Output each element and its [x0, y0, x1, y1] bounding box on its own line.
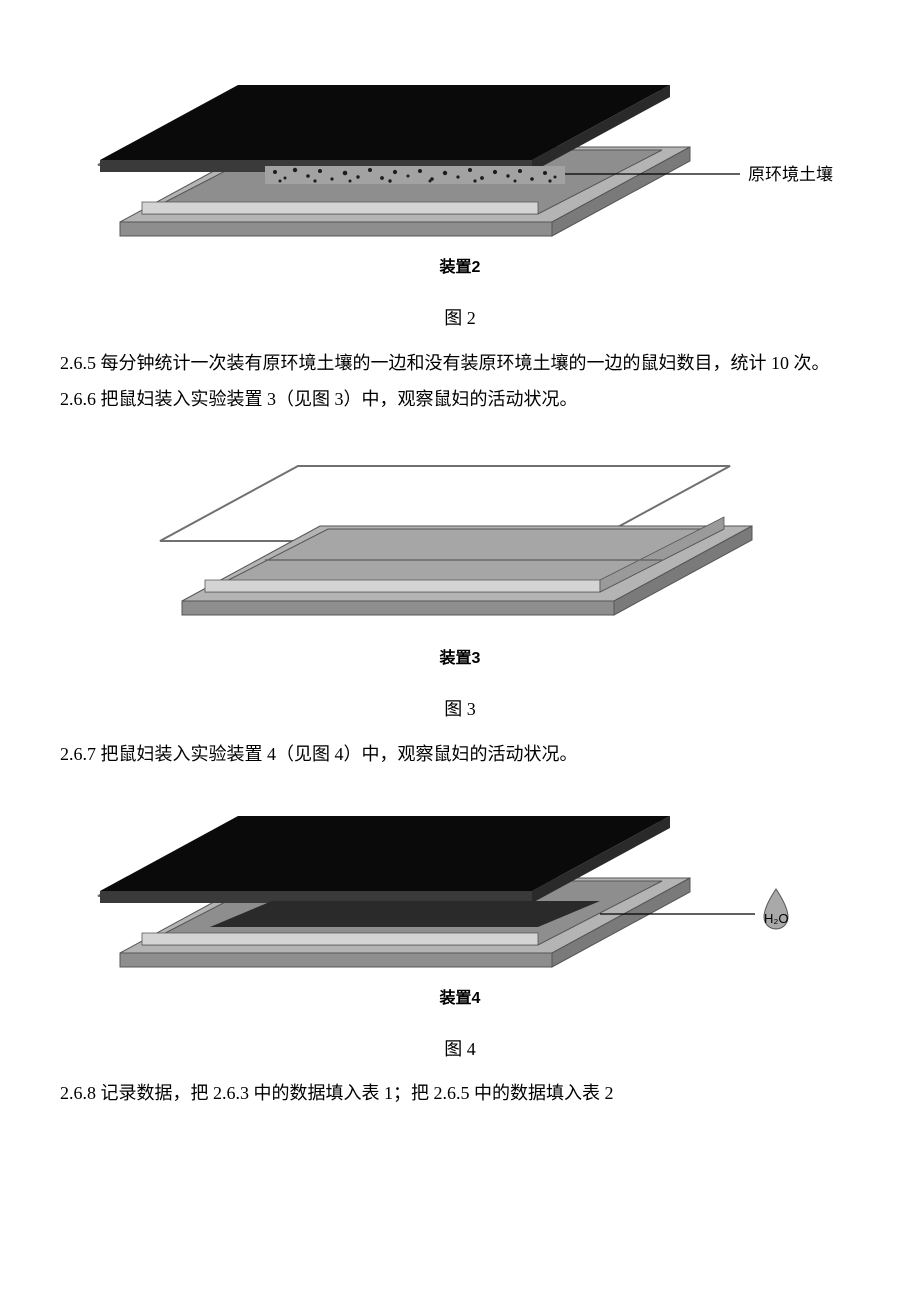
tray-inner-front-wall [142, 202, 538, 214]
tray-front [120, 222, 552, 236]
figure-2-caption: 图 2 [60, 301, 860, 335]
figure-4-block: H₂O 装置4 [60, 781, 860, 1014]
device-4-diagram: H₂O [60, 781, 860, 976]
para-2-6-5: 2.6.5 每分钟统计一次装有原环境土壤的一边和没有装原环境土壤的一边的鼠妇数目… [60, 346, 860, 380]
tray-inner-front-wall4 [142, 933, 538, 945]
soil-callout-text: 原环境土壤 [748, 164, 833, 184]
tray-front4 [120, 953, 552, 967]
figure-4-caption: 图 4 [60, 1032, 860, 1066]
dark-inner-strip [210, 901, 600, 927]
device-4-label: 装置4 [60, 984, 860, 1014]
figure-3-block: 装置3 [60, 426, 860, 674]
device-2-label: 装置2 [60, 253, 860, 283]
device-3-diagram [110, 426, 810, 636]
h2o-label: H₂O [764, 911, 789, 926]
para-2-6-6: 2.6.6 把鼠妇装入实验装置 3（见图 3）中，观察鼠妇的活动状况。 [60, 382, 860, 416]
tray-front3 [182, 601, 614, 615]
soil-strip [265, 166, 565, 184]
tray-inner-front-wall3 [205, 580, 600, 592]
figure-2-block: 原环境土壤 装置2 [60, 50, 860, 283]
para-2-6-7: 2.6.7 把鼠妇装入实验装置 4（见图 4）中，观察鼠妇的活动状况。 [60, 737, 860, 771]
device-3-label: 装置3 [60, 644, 860, 674]
para-2-6-8: 2.6.8 记录数据，把 2.6.3 中的数据填入表 1；把 2.6.5 中的数… [60, 1076, 860, 1110]
device-2-diagram: 原环境土壤 [60, 50, 860, 245]
figure-3-caption: 图 3 [60, 692, 860, 726]
